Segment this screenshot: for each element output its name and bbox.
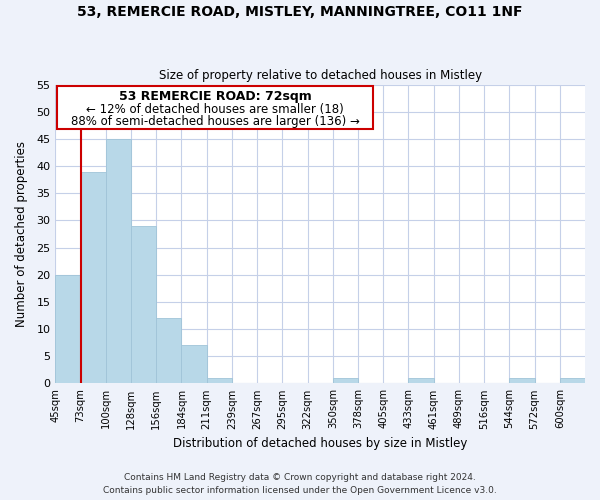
Bar [156, 318, 181, 384]
Bar [206, 378, 232, 384]
Bar [131, 226, 156, 384]
Bar [55, 274, 80, 384]
Y-axis label: Number of detached properties: Number of detached properties [15, 141, 28, 327]
Text: 53, REMERCIE ROAD, MISTLEY, MANNINGTREE, CO11 1NF: 53, REMERCIE ROAD, MISTLEY, MANNINGTREE,… [77, 5, 523, 19]
X-axis label: Distribution of detached houses by size in Mistley: Distribution of detached houses by size … [173, 437, 467, 450]
Bar [80, 172, 106, 384]
Bar [509, 378, 535, 384]
Text: 88% of semi-detached houses are larger (136) →: 88% of semi-detached houses are larger (… [71, 115, 359, 128]
Text: 53 REMERCIE ROAD: 72sqm: 53 REMERCIE ROAD: 72sqm [119, 90, 311, 102]
Text: Contains HM Land Registry data © Crown copyright and database right 2024.
Contai: Contains HM Land Registry data © Crown c… [103, 474, 497, 495]
Title: Size of property relative to detached houses in Mistley: Size of property relative to detached ho… [158, 69, 482, 82]
Bar [181, 346, 206, 384]
FancyBboxPatch shape [58, 86, 373, 129]
Bar [560, 378, 585, 384]
Bar [333, 378, 358, 384]
Bar [409, 378, 434, 384]
Bar [106, 139, 131, 384]
Text: ← 12% of detached houses are smaller (18): ← 12% of detached houses are smaller (18… [86, 102, 344, 116]
